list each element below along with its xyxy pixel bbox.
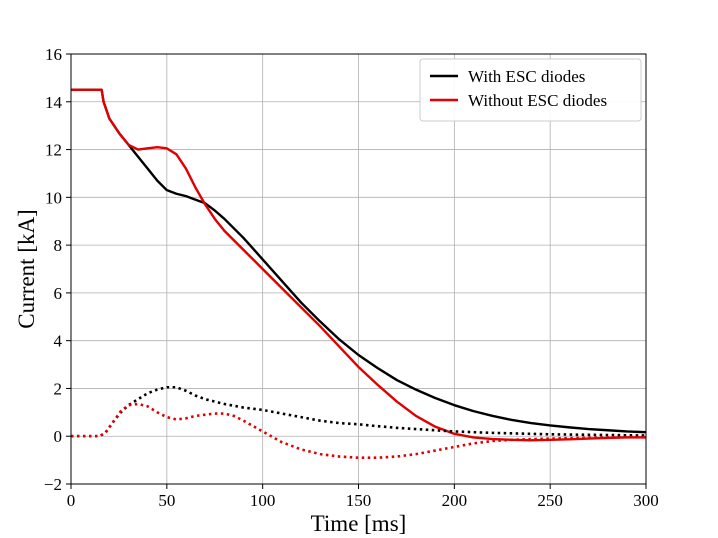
x-axis-label: Time [ms] <box>311 511 407 536</box>
x-tick-label: 300 <box>633 491 659 510</box>
ticks: 0 50 100 150 200 250 300 −2 0 2 4 6 8 10 12 14 16 <box>44 45 659 510</box>
series-line-1 <box>71 88 646 442</box>
y-tick-label: 10 <box>45 188 62 207</box>
legend-label: With ESC diodes <box>468 67 585 86</box>
series-layer <box>71 88 647 460</box>
x-tick-label: 100 <box>250 491 276 510</box>
y-tick-label: 12 <box>45 141 62 160</box>
x-tick-label: 200 <box>442 491 468 510</box>
y-tick-label: 4 <box>54 332 63 351</box>
y-tick-label: 6 <box>54 284 63 303</box>
series-line-0 <box>71 88 647 434</box>
y-tick-label: 8 <box>54 236 63 255</box>
series-line-3 <box>71 402 647 460</box>
x-tick-label: 150 <box>346 491 372 510</box>
y-tick-label: 14 <box>45 93 63 112</box>
y-tick-label: −2 <box>44 475 62 494</box>
y-tick-label: 0 <box>54 427 63 446</box>
y-axis-label: Current [kA] <box>14 209 39 328</box>
legend-box <box>419 58 642 122</box>
legend: With ESC diodes Without ESC diodes <box>419 58 642 122</box>
x-tick-label: 50 <box>158 491 175 510</box>
series-line-2 <box>71 385 647 438</box>
x-tick-label: 250 <box>537 491 563 510</box>
legend-label: Without ESC diodes <box>468 91 607 110</box>
x-tick-label: 0 <box>67 491 76 510</box>
y-tick-label: 2 <box>54 379 63 398</box>
y-tick-label: 16 <box>45 45 62 64</box>
